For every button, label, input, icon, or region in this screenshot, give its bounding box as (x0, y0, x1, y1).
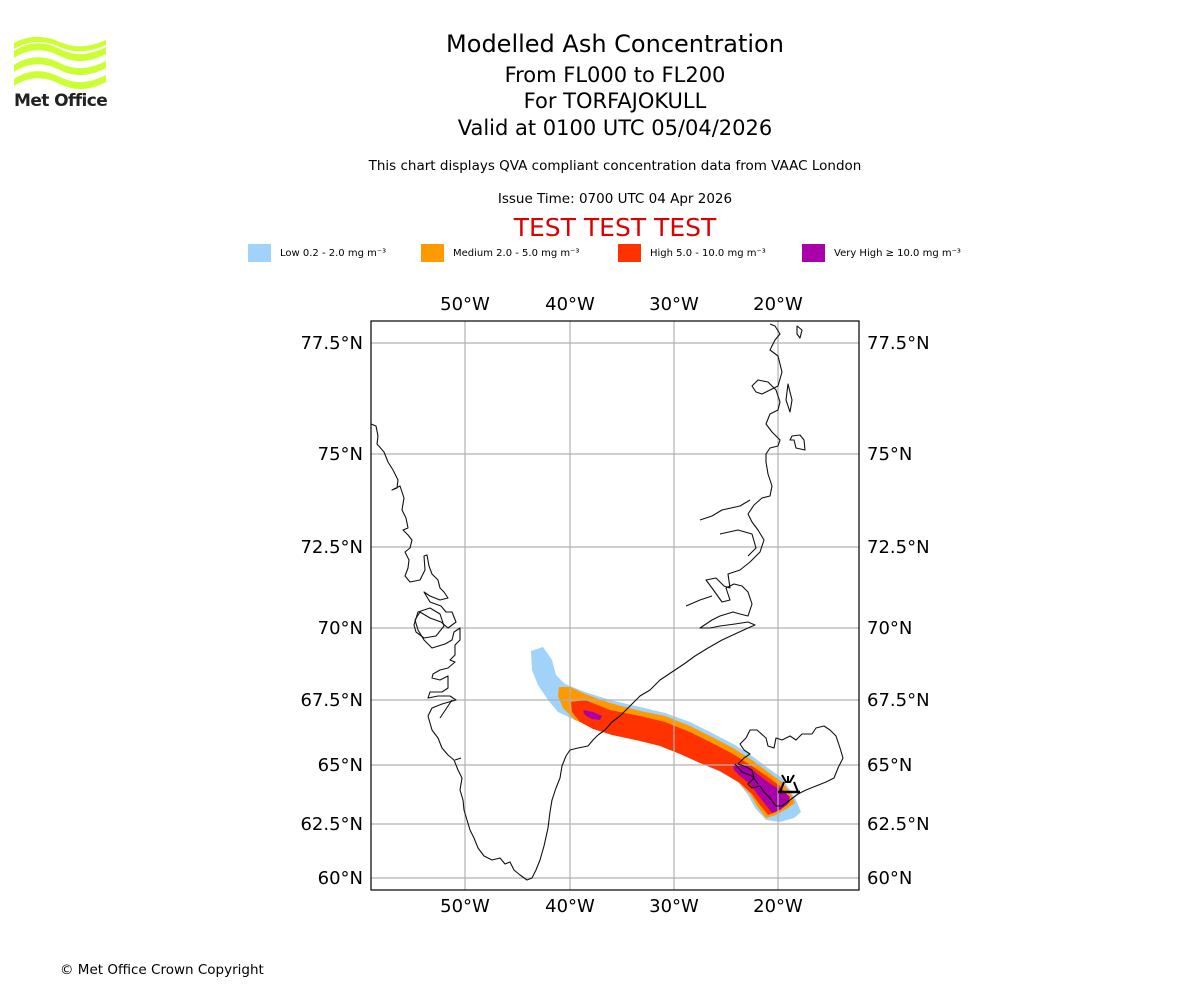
legend-item-low: Low 0.2 - 2.0 mg m⁻³ (248, 244, 386, 262)
legend-item-medium: Medium 2.0 - 5.0 mg m⁻³ (421, 244, 579, 262)
lon-label-top-30w: 30°W (649, 294, 699, 315)
coastline-west-fjord-2 (454, 757, 462, 761)
legend-label-medium: Medium 2.0 - 5.0 mg m⁻³ (453, 247, 580, 259)
coastline-disko-island (413, 607, 445, 639)
lon-label-top-50w: 50°W (440, 294, 490, 315)
coastline-west-fjord (439, 699, 453, 719)
lat-label-left-70n: 70°N (318, 618, 363, 639)
test-banner: TEST TEST TEST (513, 213, 717, 242)
met-office-logo-text: Met Office (14, 91, 108, 111)
chart-subtitle: This chart displays QVA compliant concen… (368, 158, 862, 174)
legend-swatch-low (248, 244, 271, 262)
legend-swatch-medium (421, 244, 444, 262)
lat-label-right-65n: 65°N (867, 755, 912, 776)
coastline-iceland-west-peninsula (734, 763, 759, 785)
coastline-east-greenland-fjords (685, 499, 757, 607)
legend-swatch-high (618, 244, 641, 262)
met-office-logo-waves (14, 36, 106, 90)
lat-label-left-65n: 65°N (318, 755, 363, 776)
copyright-footer: © Met Office Crown Copyright (60, 962, 264, 978)
legend-label-very-high: Very High ≥ 10.0 mg m⁻³ (834, 247, 961, 259)
legend-label-low: Low 0.2 - 2.0 mg m⁻³ (280, 247, 387, 259)
lat-label-left-75n: 75°N (318, 444, 363, 465)
lat-label-left-62-5n: 62.5°N (300, 814, 363, 835)
lon-label-top-40w: 40°W (545, 294, 595, 315)
lat-label-right-60n: 60°N (867, 868, 912, 889)
lat-label-right-67-5n: 67.5°N (867, 690, 930, 711)
legend-item-very-high: Very High ≥ 10.0 mg m⁻³ (802, 244, 961, 262)
volcano-symbol (778, 774, 800, 794)
lon-label-bottom-40w: 40°W (545, 896, 595, 917)
lat-label-right-62-5n: 62.5°N (867, 814, 930, 835)
coastline-iceland (737, 725, 844, 807)
volcano-name: For TORFAJOKULL (523, 89, 707, 113)
lat-label-left-77-5n: 77.5°N (300, 333, 363, 354)
issue-time: Issue Time: 0700 UTC 04 Apr 2026 (497, 191, 733, 207)
lon-label-bottom-30w: 30°W (649, 896, 699, 917)
lat-label-left-60n: 60°N (318, 868, 363, 889)
lat-label-right-75n: 75°N (867, 444, 912, 465)
coastline-east-greenland (597, 323, 783, 736)
legend-item-high: High 5.0 - 10.0 mg m⁻³ (618, 244, 766, 262)
lat-label-right-77-5n: 77.5°N (867, 333, 930, 354)
lat-label-left-72-5n: 72.5°N (300, 537, 363, 558)
coastline-northeast-island-3 (796, 325, 803, 339)
flight-level-range: From FL000 to FL200 (504, 63, 726, 87)
lon-label-bottom-50w: 50°W (440, 896, 490, 917)
legend-swatch-very-high (802, 244, 825, 262)
legend-label-high: High 5.0 - 10.0 mg m⁻³ (650, 247, 766, 259)
gridlines (371, 321, 859, 890)
coastline-northeast-island-2 (785, 383, 793, 413)
coastlines (371, 323, 844, 881)
lat-label-right-72-5n: 72.5°N (867, 537, 930, 558)
chart-title: Modelled Ash Concentration (446, 30, 784, 58)
lat-label-left-67-5n: 67.5°N (300, 690, 363, 711)
valid-time: Valid at 0100 UTC 05/04/2026 (457, 116, 773, 140)
lat-label-right-70n: 70°N (867, 618, 912, 639)
coastline-west-greenland (371, 423, 599, 881)
coastline-northeast-island (789, 434, 806, 451)
lon-label-bottom-20w: 20°W (753, 896, 803, 917)
plot-frame (370, 320, 860, 891)
ash-layer-high (571, 700, 790, 815)
lon-label-top-20w: 20°W (753, 294, 803, 315)
